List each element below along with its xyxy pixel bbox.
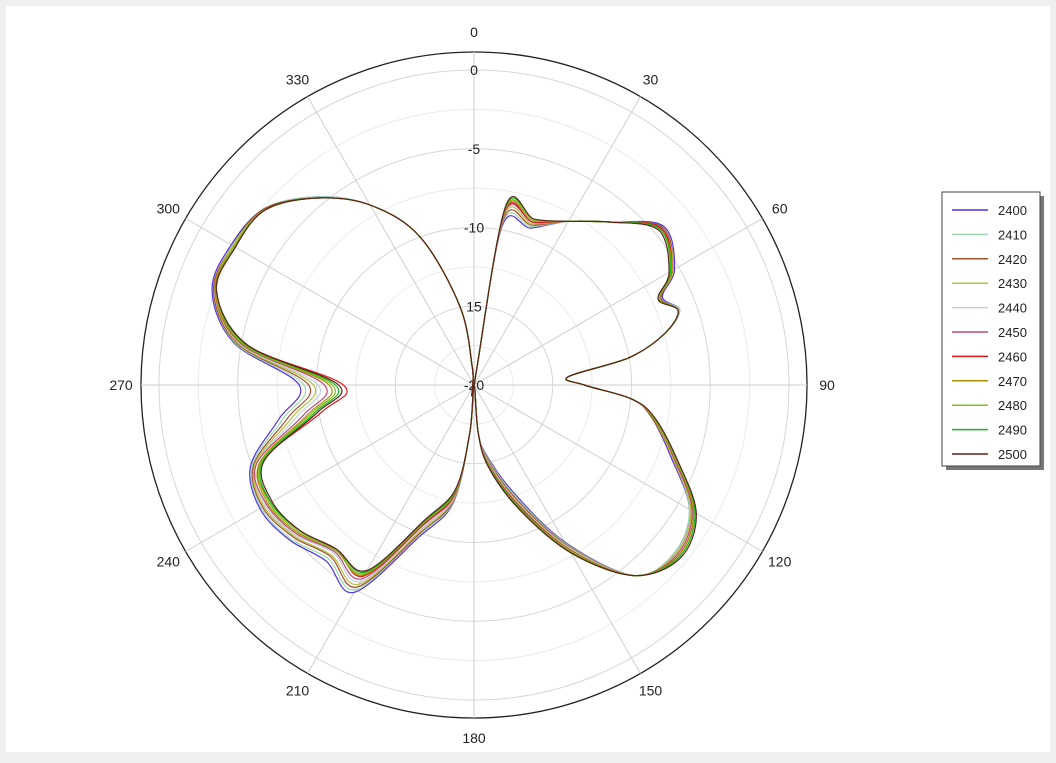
radial-tick-label: -10	[464, 220, 484, 236]
angular-tick-label: 60	[772, 201, 788, 217]
angular-grid-spoke	[473, 218, 763, 386]
axis-labels: 03060901201501802102402703003300-5-1015-…	[109, 24, 835, 746]
angular-grid-spoke	[307, 384, 475, 674]
angular-tick-label: 0	[470, 24, 478, 40]
legend-label-2470: 2470	[998, 374, 1027, 389]
angular-tick-label: 330	[286, 71, 310, 87]
angular-grid-spoke	[473, 96, 641, 386]
legend-label-2430: 2430	[998, 276, 1027, 291]
legend-label-2500: 2500	[998, 447, 1027, 462]
plot-background	[6, 6, 1050, 752]
angular-tick-label: 90	[819, 377, 835, 393]
angular-tick-label: 180	[462, 730, 486, 746]
legend-label-2440: 2440	[998, 301, 1027, 316]
angular-grid-spoke	[185, 384, 475, 552]
radial-tick-label: 15	[466, 298, 482, 314]
legend: 2400 2410 2420 2430 2440 2450 2460 2470 2480 2490…	[941, 191, 1044, 470]
angular-grid-spoke	[307, 96, 475, 386]
legend-label-2450: 2450	[998, 325, 1027, 340]
radial-tick-label: 0	[470, 62, 478, 78]
radial-tick-label: -5	[468, 141, 481, 157]
angular-tick-label: 270	[109, 377, 133, 393]
legend-label-2490: 2490	[998, 423, 1027, 438]
angular-tick-label: 210	[286, 683, 310, 699]
legend-label-2420: 2420	[998, 252, 1027, 267]
angular-grid-spoke	[473, 384, 763, 552]
angular-tick-label: 30	[643, 71, 659, 87]
legend-label-2400: 2400	[998, 203, 1027, 218]
legend-box	[941, 191, 1041, 467]
angular-tick-label: 300	[157, 201, 181, 217]
legend-label-2460: 2460	[998, 349, 1027, 364]
legend-label-2480: 2480	[998, 398, 1027, 413]
angular-grid-spoke	[473, 384, 641, 674]
series-line-2500	[215, 196, 697, 577]
legend-label-2410: 2410	[998, 227, 1027, 242]
angular-tick-label: 120	[768, 554, 792, 570]
series-lines	[211, 196, 697, 594]
angular-tick-label: 150	[639, 683, 663, 699]
angular-tick-label: 240	[157, 554, 181, 570]
